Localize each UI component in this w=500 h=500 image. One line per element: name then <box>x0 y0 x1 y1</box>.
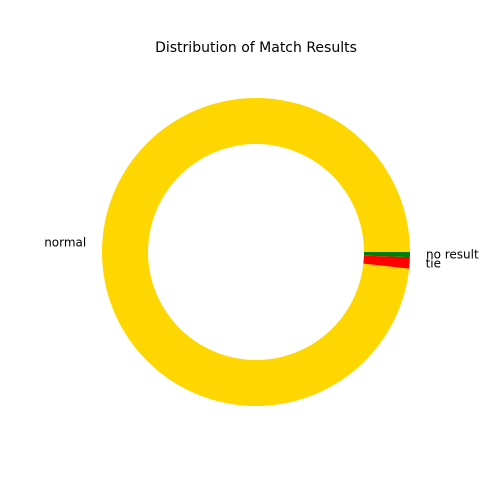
slice-label-normal: normal <box>44 235 86 249</box>
slices-group <box>101 98 410 407</box>
chart-title: Distribution of Match Results <box>155 40 357 56</box>
slice-normal <box>101 98 410 407</box>
slice-label-no-result: no result <box>426 247 479 261</box>
slice-label-tie: tie <box>426 256 441 270</box>
slice-no-result <box>363 252 410 258</box>
slice-tie <box>363 255 410 269</box>
